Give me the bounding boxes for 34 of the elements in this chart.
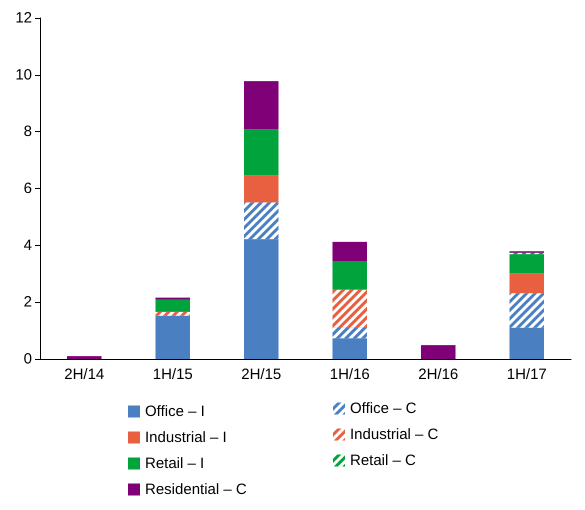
- bar: [244, 129, 279, 176]
- y-tick-label: 0: [24, 350, 32, 368]
- x-tick-label: 2H/15: [241, 366, 282, 383]
- legend-label: Industrial – C: [350, 426, 439, 443]
- bar: [332, 338, 368, 359]
- bar: [155, 300, 190, 312]
- bar: [509, 273, 544, 294]
- legend-label: Office – C: [350, 400, 417, 417]
- y-tick-label: 8: [24, 123, 32, 140]
- x-tick-label: 1H/15: [152, 366, 193, 383]
- x-tick-label: 2H/16: [418, 366, 458, 383]
- y-tick-label: 10: [15, 66, 32, 84]
- legend-label: Office – I: [145, 403, 205, 420]
- bar: [244, 81, 279, 130]
- y-tick-label: 4: [24, 236, 32, 254]
- bar: [509, 328, 544, 359]
- bar: [332, 260, 368, 290]
- bar: [244, 239, 279, 359]
- y-tick-label: 6: [24, 180, 32, 197]
- bar: [509, 254, 544, 274]
- legend-label: Industrial – I: [145, 429, 227, 446]
- x-tick-label: 1H/16: [330, 366, 370, 383]
- bar: [332, 242, 368, 261]
- legend-label: Retail – I: [145, 455, 204, 472]
- y-tick-label: 2: [24, 294, 32, 311]
- bar: [66, 356, 102, 359]
- bar: [155, 316, 190, 359]
- bar: [244, 175, 279, 202]
- bar: [420, 345, 456, 359]
- x-tick-label: 2H/14: [64, 366, 104, 383]
- legend-label: Retail – C: [350, 452, 416, 469]
- y-tick-label: 12: [15, 10, 32, 26]
- x-tick-label: 1H/17: [506, 366, 547, 383]
- legend-label: Residential – C: [145, 481, 247, 498]
